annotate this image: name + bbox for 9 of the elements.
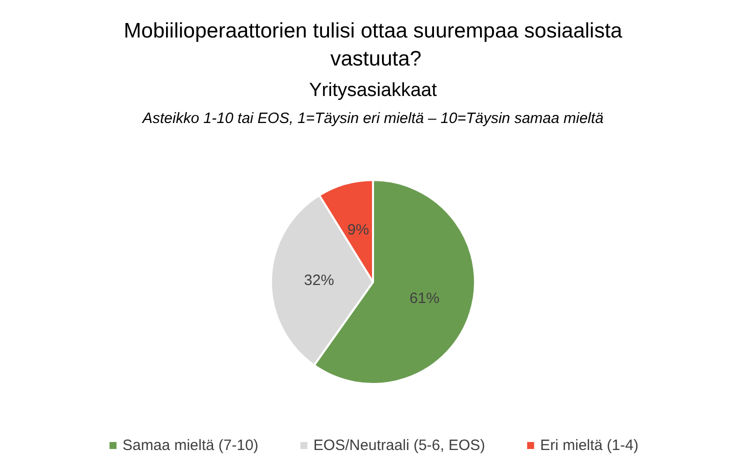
text: Asteikko 1-10 tai EOS, 1=Täysin eri mieltä – 10=Täysin samaa mieltä <box>141 110 604 127</box>
data-label: 32% <box>304 272 334 289</box>
legend-label: Samaa mieltä (7-10) <box>122 437 258 454</box>
chart-title: Mobiilioperaattorien tulisi ottaa suurempaa sosiaalista vastuuta? <box>124 20 623 70</box>
chart-subtitle: Yritysasiakkaat <box>309 80 438 101</box>
data-label: 61% <box>409 290 440 307</box>
legend-label: Eri mieltä (1-4) <box>540 437 638 454</box>
data-label: 9% <box>347 222 370 239</box>
legend-label: EOS/Neutraali (5-6, EOS) <box>313 437 486 454</box>
